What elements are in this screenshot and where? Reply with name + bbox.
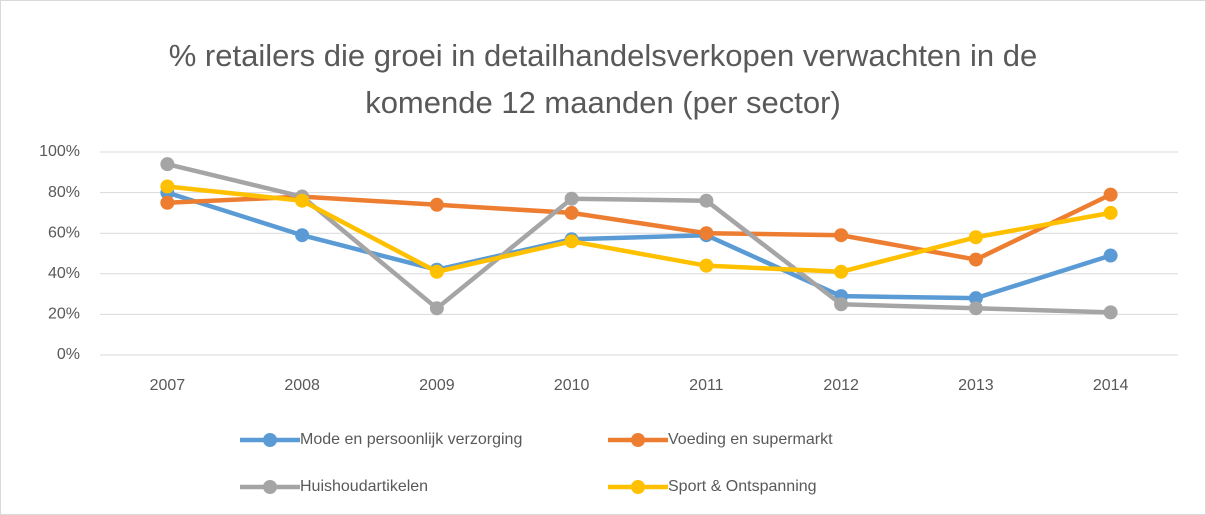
data-point bbox=[699, 193, 714, 208]
data-point bbox=[564, 191, 579, 206]
data-point bbox=[1103, 205, 1118, 220]
legend-marker bbox=[631, 433, 645, 447]
data-point bbox=[429, 301, 444, 316]
data-point bbox=[1103, 248, 1118, 263]
data-point bbox=[834, 264, 849, 279]
y-tick-label: 100% bbox=[39, 143, 80, 160]
series-line bbox=[167, 192, 1112, 262]
x-tick-label: 2012 bbox=[823, 377, 859, 394]
data-point bbox=[1103, 305, 1118, 320]
x-tick-label: 2011 bbox=[689, 377, 724, 394]
series-line bbox=[167, 184, 1112, 275]
legend-marker bbox=[631, 480, 645, 494]
data-point bbox=[834, 228, 849, 243]
data-point bbox=[699, 258, 714, 273]
y-tick-label: 80% bbox=[48, 184, 80, 201]
y-tick-label: 0% bbox=[57, 346, 80, 363]
y-tick-label: 40% bbox=[48, 265, 80, 282]
legend-label: Voeding en supermarkt bbox=[668, 431, 833, 448]
x-tick-label: 2013 bbox=[958, 377, 994, 394]
x-tick-label: 2010 bbox=[554, 377, 590, 394]
data-point bbox=[429, 264, 444, 279]
data-point bbox=[1103, 187, 1118, 202]
legend-label: Sport & Ontspanning bbox=[668, 478, 817, 495]
legend-label: Huishoudartikelen bbox=[300, 478, 428, 495]
data-point bbox=[295, 193, 310, 208]
chart-title: % retailers die groei in detailhandelsve… bbox=[168, 38, 1038, 120]
y-tick-label: 20% bbox=[48, 306, 80, 323]
data-point bbox=[699, 226, 714, 241]
x-tick-label: 2007 bbox=[150, 377, 186, 394]
legend-marker bbox=[263, 480, 277, 494]
legend-label: Mode en persoonlijk verzorging bbox=[300, 431, 522, 448]
data-point bbox=[160, 179, 175, 194]
data-point bbox=[968, 291, 983, 306]
y-tick-label: 60% bbox=[48, 224, 80, 241]
x-tick-label: 2009 bbox=[419, 377, 455, 394]
data-point bbox=[160, 195, 175, 210]
data-point bbox=[968, 252, 983, 267]
x-tick-label: 2014 bbox=[1093, 377, 1129, 394]
data-point bbox=[160, 157, 175, 172]
x-tick-label: 2008 bbox=[284, 377, 320, 394]
series-line bbox=[166, 190, 1112, 301]
data-point bbox=[564, 234, 579, 249]
data-point bbox=[834, 297, 849, 312]
data-point bbox=[429, 197, 444, 212]
data-point bbox=[295, 228, 310, 243]
data-point bbox=[968, 230, 983, 245]
legend-marker bbox=[263, 433, 277, 447]
data-point bbox=[968, 301, 983, 316]
data-point bbox=[564, 205, 579, 220]
series-line bbox=[166, 161, 1111, 315]
